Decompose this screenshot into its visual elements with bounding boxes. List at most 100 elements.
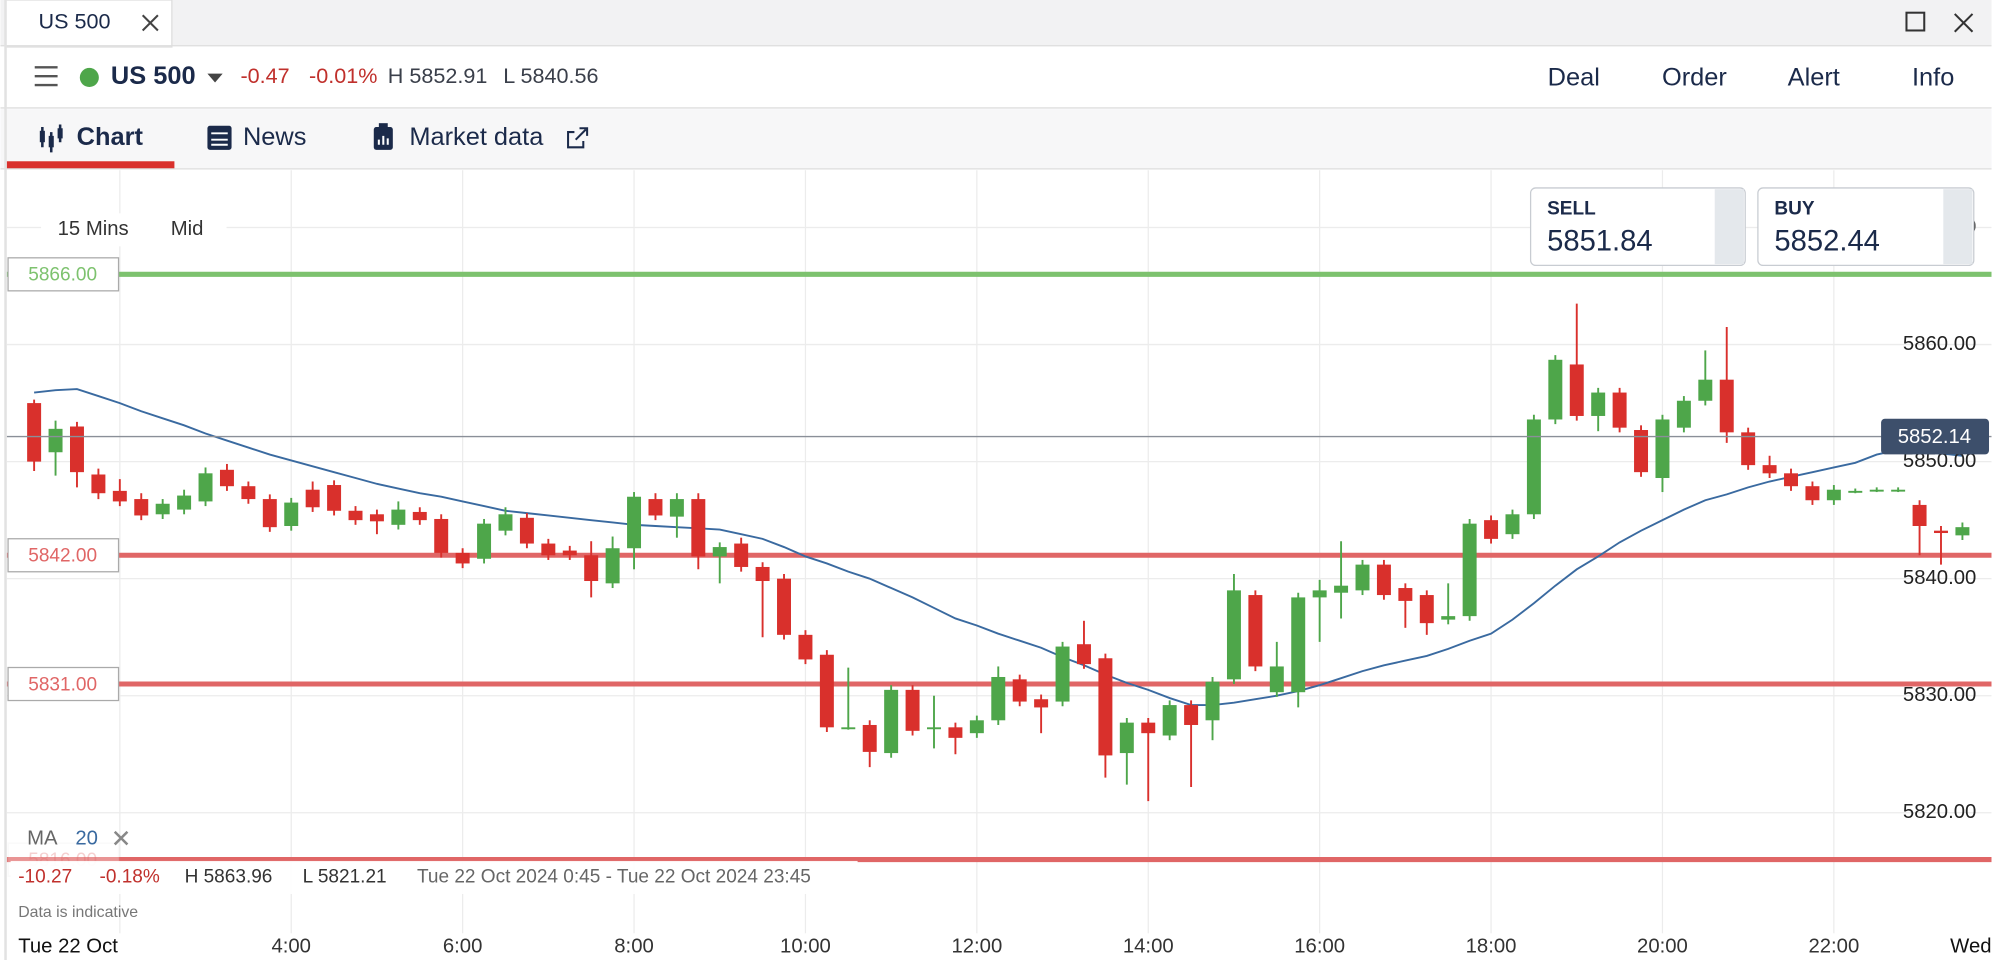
candle-body (991, 676, 1006, 721)
candle-body (1334, 585, 1349, 593)
candle-body (1419, 595, 1434, 624)
candle-body (412, 511, 427, 521)
low: L 5840.56 (503, 63, 598, 88)
candle-body (1484, 520, 1499, 539)
tab[interactable]: News (243, 123, 306, 151)
interval[interactable]: 15 Mins (58, 218, 129, 240)
candle-body (541, 543, 556, 556)
tab[interactable]: Market data (409, 123, 544, 151)
external-link-icon[interactable] (567, 127, 589, 149)
candle-body (1548, 359, 1563, 420)
level-label: 5831.00 (28, 674, 97, 695)
dropdown-icon[interactable] (207, 73, 223, 83)
candle-body (519, 517, 534, 544)
candle-body (948, 727, 963, 738)
candle-body (1098, 658, 1113, 756)
candle-body (198, 473, 213, 502)
candle-body (712, 547, 727, 557)
close-window-icon[interactable] (1954, 13, 1974, 33)
x-tick-label: 12:00 (951, 936, 1002, 958)
buy-button[interactable] (1757, 187, 1975, 267)
action-button[interactable]: Deal (1548, 63, 1600, 91)
candle-body (1934, 530, 1948, 534)
candle-body (691, 499, 706, 557)
candle-body (69, 426, 84, 473)
y-tick-label: 5860.00 (1903, 333, 1976, 355)
stats-high: H 5863.96 (185, 866, 273, 887)
sell-label: SELL (1547, 199, 1596, 220)
candle-body (841, 727, 856, 730)
candle-body (1162, 705, 1177, 736)
candle-body (1076, 644, 1091, 665)
candle-body (1784, 473, 1798, 487)
candle-body (798, 634, 813, 660)
price-type[interactable]: Mid (171, 218, 204, 240)
disclaimer: Data is indicative (18, 904, 138, 921)
candle-body (1912, 504, 1927, 526)
indicator-period: 20 (75, 828, 98, 850)
candle-body (969, 720, 984, 734)
change: -0.47 (240, 63, 289, 88)
action-button[interactable]: Info (1912, 63, 1954, 91)
candle-body (734, 543, 749, 567)
x-tick-label: 4:00 (271, 936, 311, 958)
sell-button[interactable] (1529, 187, 1746, 267)
candle-body (1355, 564, 1370, 591)
candle-body (1312, 590, 1327, 598)
candle-body (1612, 392, 1627, 428)
market-data-icon (377, 135, 389, 145)
stats-bg (10, 860, 858, 894)
candle-body (112, 490, 127, 502)
candle-body (669, 499, 684, 517)
window-tab[interactable] (4, 0, 173, 48)
maximize-icon[interactable] (1905, 11, 1926, 32)
stats-change-pct: -0.18% (99, 866, 159, 887)
level-label: 5842.00 (28, 546, 97, 567)
tab[interactable]: Chart (77, 123, 144, 151)
instrument[interactable]: US 500 (111, 62, 196, 90)
action-button[interactable]: Order (1662, 63, 1727, 91)
candle-body (584, 555, 599, 582)
x-tick-label: 14:00 (1123, 936, 1174, 958)
close-icon[interactable] (141, 14, 159, 32)
candle-body (434, 518, 449, 553)
candle-body (819, 654, 834, 728)
candle-body (1591, 392, 1606, 416)
news-icon (211, 132, 228, 146)
y-tick-label: 5850.00 (1903, 450, 1976, 472)
x-tick-label: 18:00 (1466, 936, 1517, 958)
candle-body (155, 503, 170, 515)
candle-body (1569, 364, 1584, 416)
candle-body (777, 578, 792, 635)
controls-bg (41, 213, 227, 247)
candle-body (1119, 722, 1134, 754)
remove-indicator[interactable] (113, 830, 129, 846)
candle-body (1226, 590, 1241, 680)
buy-label: BUY (1774, 199, 1814, 220)
stats-change: -10.27 (18, 866, 72, 887)
candle-body (177, 495, 192, 510)
candle-body (498, 514, 513, 531)
grid (6, 170, 1992, 934)
candle-body (27, 403, 42, 462)
candle-body (605, 548, 620, 584)
candle-body (1869, 489, 1884, 492)
candle-body (477, 523, 492, 559)
level-label-box (7, 666, 120, 702)
action-button[interactable]: Alert (1788, 63, 1840, 91)
menu-icon[interactable] (34, 66, 58, 87)
candle-body (755, 566, 770, 582)
active-tab-indicator (6, 161, 175, 169)
candle-body (1398, 588, 1413, 601)
candle-body (1719, 379, 1734, 433)
candle-body (134, 499, 149, 516)
candle-body (1376, 564, 1391, 596)
candle-body (1762, 465, 1777, 474)
x-tick-label: 22:00 (1808, 936, 1859, 958)
candle-body (1634, 430, 1649, 473)
x-tick-label: 10:00 (780, 936, 831, 958)
candle-body (1462, 523, 1477, 617)
candle-body (862, 724, 877, 752)
candle-body (1205, 681, 1220, 721)
candle-body (1826, 489, 1841, 501)
